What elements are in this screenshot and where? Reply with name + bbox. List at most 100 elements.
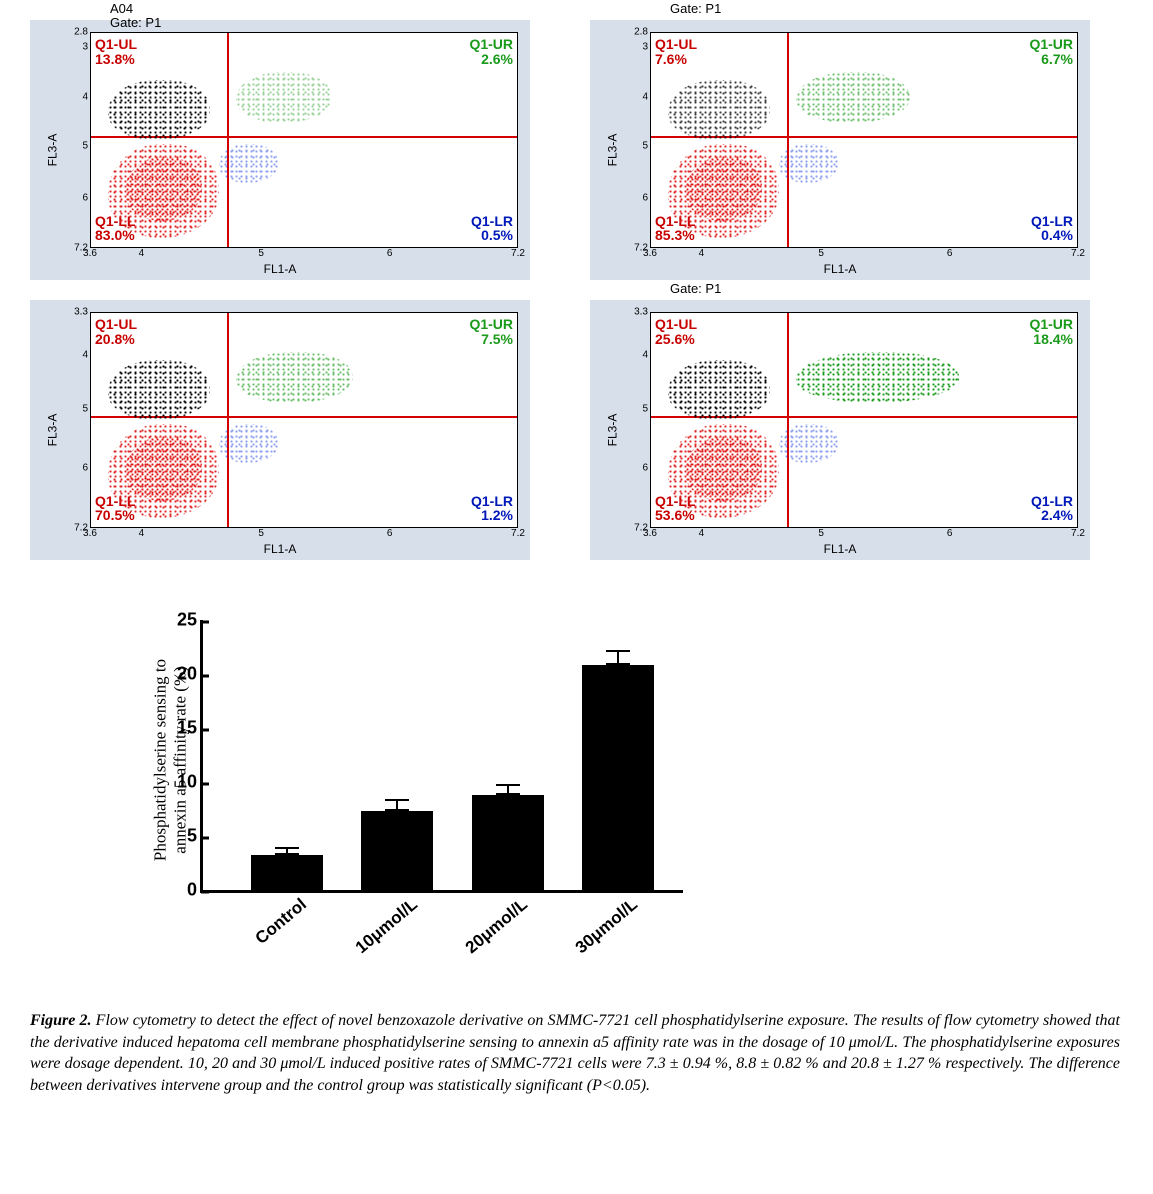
quadrant-divider-vertical [227,33,229,247]
bar-y-tick: 5 [187,826,203,847]
flow-cytometry-panel: Gate: P1FL3-AFL1-A3.34567.23.64567.2Q1-U… [590,300,1090,560]
y-tick: 5 [82,404,88,415]
x-tick: 4 [699,248,705,259]
y-tick: 6 [642,193,648,204]
bar-x-label: Control [248,890,311,949]
quadrant-label-ur: Q1-UR 7.5% [469,317,513,346]
x-axis-label: FL1-A [264,542,297,556]
quadrant-label-lr: Q1-LR 1.2% [471,494,513,523]
quadrant-label-ul: Q1-UL 20.8% [95,317,137,346]
flow-cytometry-panel: FL3-AFL1-A3.34567.23.64567.2Q1-UL 20.8%Q… [30,300,530,560]
bar [582,665,654,890]
quadrant-label-ur: Q1-UR 18.4% [1029,317,1073,346]
quadrant-label-lr: Q1-LR 0.4% [1031,214,1073,243]
bar-y-tick: 10 [177,772,203,793]
quadrant-label-lr: Q1-LR 0.5% [471,214,513,243]
y-tick: 3.3 [74,307,88,318]
y-tick: 5 [82,141,88,152]
error-cap [606,663,630,665]
x-tick: 5 [818,248,824,259]
error-cap [496,793,520,795]
bar-x-label: 10μmol/L [347,890,421,958]
bar-y-tick: 20 [177,664,203,685]
figure-label: Figure 2. [30,1012,92,1029]
y-axis: 2.834567.2 [60,32,90,248]
bar-chart-container: Phosphatidylserine sensing to annexin a5… [70,620,690,900]
quadrant-label-ur: Q1-UR 6.7% [1029,37,1073,66]
x-axis: 3.64567.2 [650,248,1078,262]
y-tick: 3 [642,42,648,53]
x-tick: 3.6 [643,528,657,539]
y-tick: 6 [82,193,88,204]
y-tick: 4 [82,350,88,361]
x-tick: 3.6 [83,528,97,539]
x-tick: 6 [947,248,953,259]
bar [251,855,323,890]
error-cap [385,799,409,801]
x-tick: 5 [258,528,264,539]
bar [361,811,433,890]
error-cap [496,784,520,786]
x-axis: 3.64567.2 [90,528,518,542]
y-axis: 2.834567.2 [620,32,650,248]
scatter-cluster [668,360,770,420]
scatter-cluster [685,437,762,501]
quadrant-label-lr: Q1-LR 2.4% [1031,494,1073,523]
y-tick: 5 [642,404,648,415]
x-tick: 6 [947,528,953,539]
quadrant-divider-vertical [787,33,789,247]
x-axis-label: FL1-A [824,542,857,556]
scatter-cluster [685,157,762,221]
y-tick: 6 [642,462,648,473]
y-axis: 3.34567.2 [60,312,90,528]
error-cap [275,847,299,849]
x-tick: 4 [139,528,145,539]
scatter-cluster [236,72,332,123]
bar-x-label: 20μmol/L [458,890,532,958]
x-tick: 7.2 [1071,248,1085,259]
error-cap [606,650,630,652]
panel-header: A04 Gate: P1 [110,2,161,31]
x-tick: 3.6 [643,248,657,259]
y-tick: 4 [642,350,648,361]
flow-cytometry-panel: A04 Gate: P1FL3-AFL1-A2.834567.23.64567.… [30,20,530,280]
x-tick: 6 [387,248,393,259]
bar-x-label: 30μmol/L [568,890,642,958]
error-cap [385,809,409,811]
x-axis-label: FL1-A [264,262,297,276]
quadrant-label-ur: Q1-UR 2.6% [469,37,513,66]
quadrant-label-ul: Q1-UL 25.6% [655,317,697,346]
scatter-plot: Q1-UL 20.8%Q1-UR 7.5%Q1-LL 70.5%Q1-LR 1.… [90,312,518,528]
bar-y-axis-label: Phosphatidylserine sensing to annexin a5… [150,610,189,910]
x-axis: 3.64567.2 [90,248,518,262]
scatter-cluster [108,80,210,140]
y-tick: 4 [642,91,648,102]
bar-y-tick: 0 [187,880,203,901]
scatter-cluster [108,360,210,420]
x-tick: 4 [139,248,145,259]
y-tick: 2.8 [74,27,88,38]
x-tick: 6 [387,528,393,539]
scatter-cluster [796,72,910,123]
x-axis-label: FL1-A [824,262,857,276]
quadrant-divider-vertical [787,313,789,527]
y-tick: 5 [642,141,648,152]
scatter-cluster [219,424,279,463]
scatter-plot: Q1-UL 25.6%Q1-UR 18.4%Q1-LL 53.6%Q1-LR 2… [650,312,1078,528]
scatter-cluster [125,157,202,221]
scatter-cluster [219,144,279,183]
quadrant-divider-vertical [227,313,229,527]
y-tick: 6 [82,462,88,473]
x-tick: 3.6 [83,248,97,259]
scatter-cluster [668,80,770,140]
panel-header: Gate: P1 [670,282,721,296]
scatter-plot: Q1-UL 7.6%Q1-UR 6.7%Q1-LL 85.3%Q1-LR 0.4… [650,32,1078,248]
bar-plot-area: 0510152025Control10μmol/L20μmol/L30μmol/… [200,620,683,893]
x-tick: 5 [818,528,824,539]
scatter-cluster [796,352,960,403]
y-tick: 3 [82,42,88,53]
y-tick: 4 [82,91,88,102]
scatter-cluster [125,437,202,501]
bar-chart: Phosphatidylserine sensing to annexin a5… [150,620,690,900]
flow-cytometry-panel: Gate: P1FL3-AFL1-A2.834567.23.64567.2Q1-… [590,20,1090,280]
